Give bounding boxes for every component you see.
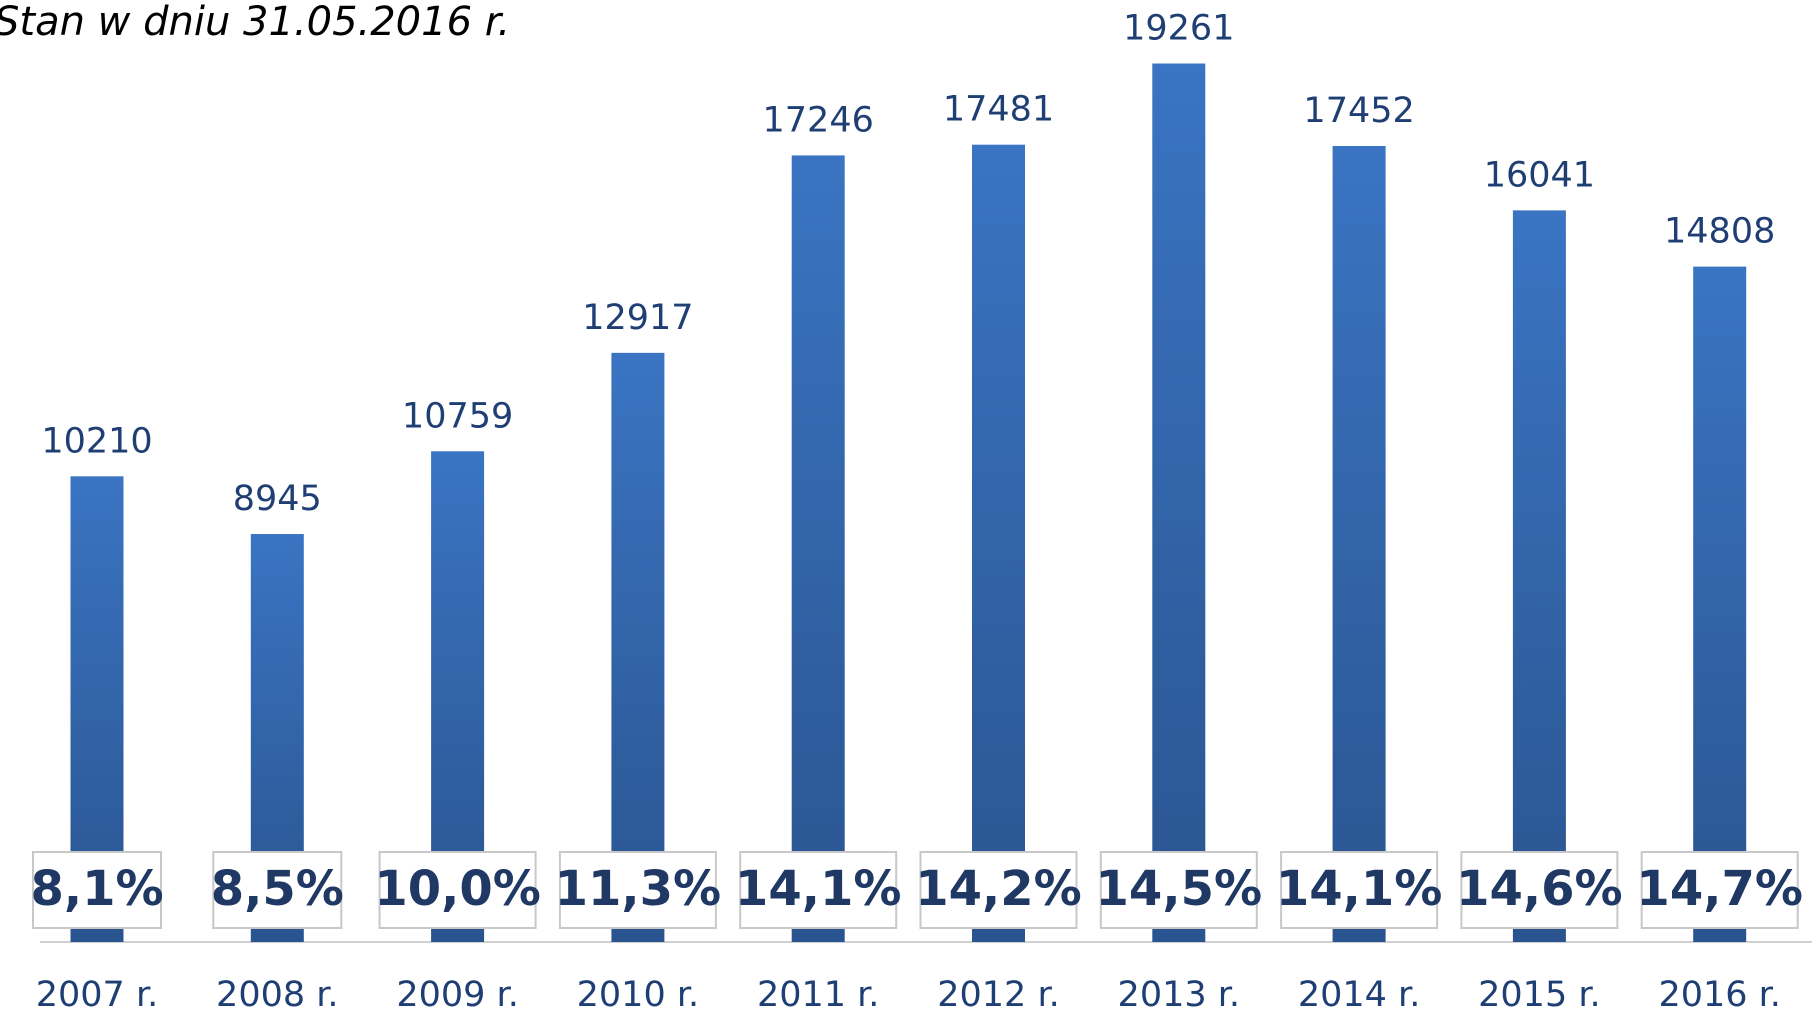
x-tick-label: 2009 r. [396,975,519,1015]
value-label: 17481 [943,90,1054,130]
bar [972,144,1025,942]
bar [1152,63,1206,942]
bar [611,352,665,943]
value-label: 17452 [1303,91,1414,131]
x-tick-label: 2011 r. [757,975,880,1015]
share-label: 10,0% [374,861,541,917]
x-tick-label: 2014 r. [1298,975,1421,1015]
share-label: 8,1% [30,861,163,917]
share-box [1099,851,1258,929]
x-tick-label: 2013 r. [1118,975,1241,1015]
share-box [558,851,717,929]
share-label: 14,1% [1276,861,1443,917]
share-label: 14,1% [735,861,902,917]
bar [1332,146,1386,942]
value-label: 8945 [233,479,322,519]
x-tick-label: 2008 r. [216,975,339,1015]
bar [791,155,845,943]
value-label: 14808 [1664,212,1775,252]
share-box [32,851,162,929]
value-label: 19261 [1123,9,1234,49]
x-tick-label: 2007 r. [36,975,159,1015]
value-label: 10759 [402,396,513,436]
x-tick-label: 2010 r. [577,975,700,1015]
share-box [1460,851,1619,929]
share-box [212,851,343,929]
x-tick-label: 2016 r. [1658,975,1781,1015]
bar [1693,266,1747,942]
value-label: 17246 [763,100,874,140]
share-label: 8,5% [211,861,344,917]
x-tick-label: 2012 r. [937,975,1060,1015]
share-box [1640,851,1799,929]
x-tick-label: 2015 r. [1478,975,1601,1015]
share-label: 14,6% [1456,861,1623,917]
share-label: 14,5% [1096,861,1263,917]
share-box [739,851,898,929]
value-label: 10210 [41,421,152,461]
share-box [919,851,1078,929]
bar [1512,210,1566,942]
value-label: 12917 [582,298,693,338]
value-label: 16041 [1484,155,1595,195]
share-label: 14,2% [915,861,1082,917]
share-box [1280,851,1439,929]
chart-title: Stan w dniu 31.05.2016 r. [0,0,510,45]
share-box [378,851,537,929]
share-label: 14,7% [1636,861,1803,917]
share-label: 11,3% [555,861,722,917]
